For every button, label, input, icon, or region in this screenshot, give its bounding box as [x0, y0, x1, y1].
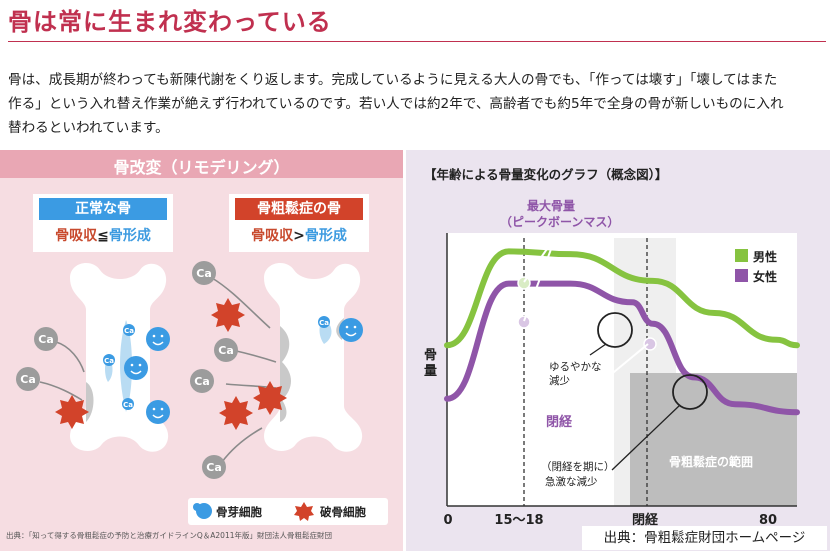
legend-icons [193, 502, 314, 521]
rapid-decline-note-2: 急激な減少 [545, 476, 598, 488]
cell-ca-text: Ca [124, 327, 134, 335]
normal-bone-label: 正常な骨 骨吸収≦骨形成 [33, 194, 173, 252]
ca-text: Ca [206, 461, 222, 474]
osteo-bone-formula: 骨吸収>骨形成 [229, 225, 369, 245]
female-legend-label: 女性 [753, 270, 778, 284]
paragraph-line: 替わるといわれています。 [8, 120, 169, 136]
ca-text: Ca [196, 267, 212, 280]
menopause-marker [643, 337, 657, 351]
normal-bone-formula: 骨吸収≦骨形成 [33, 225, 173, 245]
peak-label-2: （ピークボーンマス） [500, 215, 620, 229]
intro-paragraph: 骨は、成長期が終わっても新陳代謝をくり返します。完成しているように見える大人の骨… [8, 68, 826, 140]
bone-illustration: Ca Ca Ca Ca Ca Ca Ca Ca Ca Ca [16, 261, 363, 479]
female-peak-marker [517, 315, 531, 329]
right-source: 出典：骨粗鬆症財団ホームページ [582, 526, 827, 550]
cell-ca-text: Ca [104, 357, 114, 365]
normal-bone-title: 正常な骨 [39, 198, 167, 220]
male-peak-marker [517, 276, 531, 290]
paragraph-line: 作る」という入れ替え作業が絶えず行われているのです。若い人では約2年で、高齢者で… [8, 96, 784, 112]
peak-pointer-lines [523, 235, 649, 401]
gradual-decline-note-2: 減少 [549, 375, 570, 387]
chart-title: 【年齢による骨量変化のグラフ（概念図）】 [424, 167, 668, 182]
resorption-text: 骨吸収 [251, 228, 294, 244]
osteoclast-icons [55, 298, 287, 430]
menopause-label: 閉経 [546, 415, 573, 430]
rapid-decline-note-1: （閉経を期に） [541, 461, 615, 473]
paragraph-line: 骨は、成長期が終わっても新陳代謝をくり返します。完成しているように見える大人の骨… [8, 72, 778, 88]
left-source: 出典：「知って得する骨粗鬆症の予防と治療ガイドラインQ＆A2011年版」財団法人… [6, 531, 332, 540]
calcium-icons: Ca Ca Ca Ca Ca Ca [16, 261, 238, 479]
male-series-line [444, 248, 800, 349]
remodeling-panel: 骨改変（リモデリング） 正常な骨 骨吸収≦骨形成 骨粗鬆症の骨 骨吸収>骨形成 [0, 150, 403, 551]
formation-text: 骨形成 [304, 228, 347, 244]
ca-text: Ca [218, 344, 234, 357]
cell-ca-text: Ca [123, 401, 133, 409]
osteoblast-legend-label: 骨芽細胞 [216, 505, 262, 519]
x-tick-label: 0 [443, 513, 452, 528]
gradual-decline-callout [597, 312, 633, 348]
male-legend-label: 男性 [753, 250, 778, 264]
compare-op: > [293, 228, 305, 244]
ca-text: Ca [38, 333, 54, 346]
y-axis-label-2: 量 [424, 364, 438, 379]
formation-text: 骨形成 [108, 228, 151, 244]
gradual-decline-note-1: ゆるやかな [549, 361, 602, 373]
cell-ca-text: Ca [319, 319, 329, 327]
compare-op: ≦ [97, 228, 109, 244]
x-tick-labels: 0 15〜18 閉経 80 [443, 512, 777, 528]
resorption-text: 骨吸収 [55, 228, 98, 244]
page-title: 骨は常に生まれ変わっている [8, 8, 332, 36]
remodeling-heading: 骨改変（リモデリング） [113, 158, 290, 177]
osteoclast-legend-icon [294, 502, 314, 521]
female-series-line [444, 280, 800, 416]
remodeling-header: 骨改変（リモデリング） [0, 150, 403, 178]
y-axis-label-1: 骨 [424, 348, 438, 363]
osteoporosis-zone-label: 骨粗鬆症の範囲 [669, 455, 754, 469]
ca-text: Ca [194, 375, 210, 388]
x-tick-label: 80 [759, 513, 777, 528]
peak-label-1: 最大骨量 [527, 199, 576, 213]
title-divider [8, 41, 826, 42]
female-legend-swatch [735, 269, 748, 282]
male-legend-swatch [735, 249, 748, 262]
osteo-bone-label: 骨粗鬆症の骨 骨吸収>骨形成 [229, 194, 369, 252]
ca-text: Ca [20, 373, 36, 386]
osteoclast-legend-label: 破骨細胞 [320, 505, 366, 519]
note-pointer-lines [589, 343, 681, 471]
osteoporosis-zone [630, 373, 797, 506]
osteoblast-icons: Ca Ca Ca Ca [103, 316, 363, 424]
osteo-bone-title: 骨粗鬆症の骨 [235, 198, 363, 220]
rapid-decline-callout [672, 374, 708, 410]
x-tick-label: 15〜18 [494, 513, 543, 528]
cell-legend: 骨芽細胞 破骨細胞 [188, 498, 388, 525]
x-tick-label: 閉経 [632, 512, 659, 528]
